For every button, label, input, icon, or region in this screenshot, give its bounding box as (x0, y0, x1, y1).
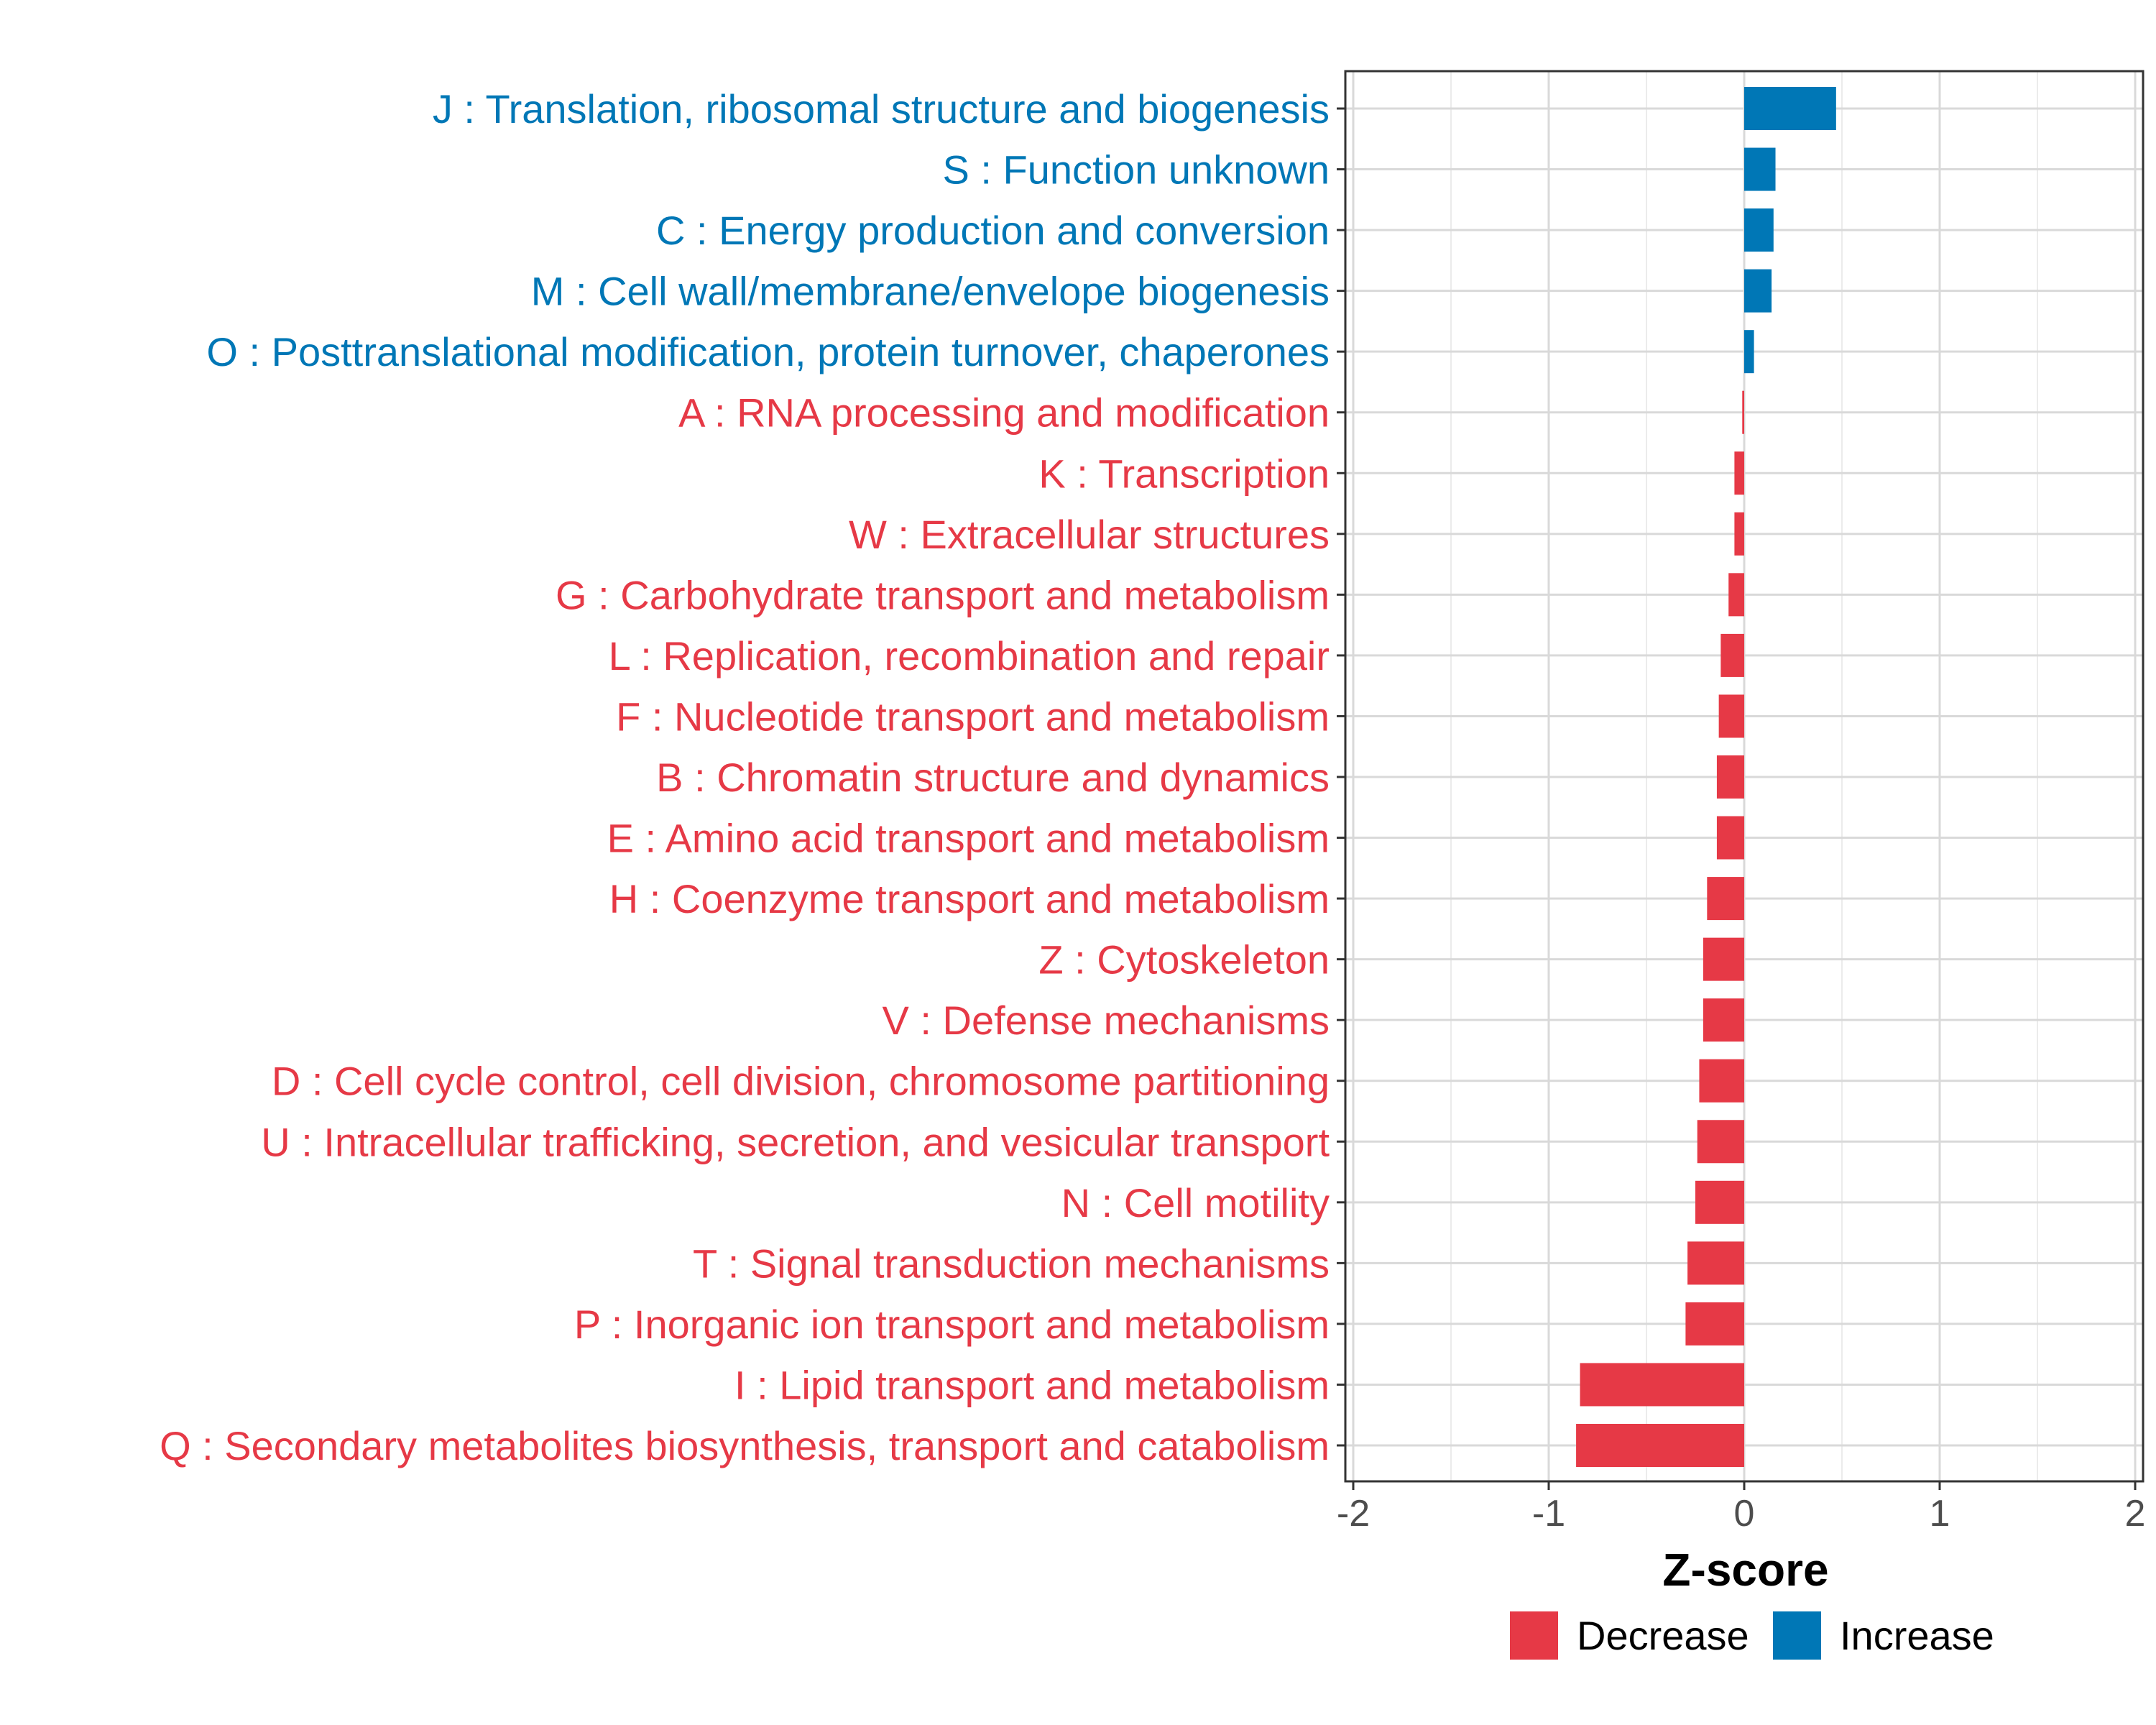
bar-decrease (1728, 573, 1744, 617)
bar-decrease (1742, 390, 1744, 434)
bar-decrease (1734, 512, 1744, 556)
bar-increase (1744, 208, 1774, 252)
bar-decrease (1707, 877, 1744, 921)
legend-label-decrease: Decrease (1577, 1613, 1749, 1658)
bar-decrease (1695, 1180, 1744, 1224)
bar-increase (1744, 330, 1754, 374)
y-axis-category-labels: J : Translation, ribosomal structure and… (160, 86, 1330, 1468)
bar-decrease (1718, 694, 1744, 738)
bar-increase (1744, 147, 1776, 191)
category-label: C : Energy production and conversion (656, 208, 1330, 253)
category-label: K : Transcription (1038, 451, 1330, 496)
category-label: M : Cell wall/membrane/envelope biogenes… (531, 269, 1330, 314)
bar-decrease (1716, 755, 1744, 799)
bar-decrease (1720, 633, 1744, 677)
category-label: D : Cell cycle control, cell division, c… (272, 1059, 1330, 1104)
legend-swatch-decrease (1510, 1611, 1558, 1660)
bar-decrease (1734, 451, 1744, 495)
category-label: A : RNA processing and modification (678, 390, 1330, 436)
y-axis-ticks (1337, 107, 1345, 1447)
category-label: V : Defense mechanisms (883, 998, 1330, 1043)
category-label: Z : Cytoskeleton (1038, 937, 1330, 983)
legend-swatch-increase (1773, 1611, 1821, 1660)
category-label: L : Replication, recombination and repai… (609, 633, 1330, 678)
bar-decrease (1685, 1302, 1744, 1346)
x-axis-title: Z-score (1662, 1544, 1828, 1596)
category-label: S : Function unknown (942, 147, 1330, 193)
bar-decrease (1699, 1059, 1744, 1103)
bars (1576, 87, 1836, 1467)
x-tick-label: -2 (1337, 1493, 1370, 1535)
legend: Decrease Increase (1510, 1611, 1994, 1660)
legend-label-increase: Increase (1840, 1613, 1994, 1658)
category-label: N : Cell motility (1061, 1180, 1330, 1225)
category-label: O : Posttranslational modification, prot… (206, 329, 1330, 374)
bar-increase (1744, 87, 1836, 130)
bar-increase (1744, 269, 1772, 313)
bar-decrease (1576, 1424, 1744, 1467)
x-tick-label: -1 (1532, 1493, 1565, 1535)
category-label: T : Signal transduction mechanisms (693, 1241, 1330, 1286)
category-label: I : Lipid transport and metabolism (734, 1362, 1330, 1407)
category-label: W : Extracellular structures (849, 512, 1330, 557)
bar-decrease (1580, 1363, 1744, 1407)
category-label: B : Chromatin structure and dynamics (656, 755, 1330, 800)
category-label: H : Coenzyme transport and metabolism (609, 876, 1330, 921)
x-tick-label: 2 (2125, 1493, 2146, 1535)
bar-decrease (1716, 816, 1744, 860)
category-label: E : Amino acid transport and metabolism (607, 816, 1330, 861)
bar-decrease (1703, 937, 1744, 981)
bar-decrease (1697, 1120, 1744, 1164)
bar-decrease (1687, 1241, 1744, 1285)
category-label: U : Intracellular trafficking, secretion… (261, 1119, 1330, 1164)
bar-decrease (1703, 998, 1744, 1042)
category-label: Q : Secondary metabolites biosynthesis, … (160, 1423, 1330, 1468)
x-tick-label: 0 (1734, 1493, 1755, 1535)
x-tick-label: 1 (1930, 1493, 1950, 1535)
category-label: F : Nucleotide transport and metabolism (616, 694, 1330, 739)
x-axis-ticks: -2 -1 0 1 2 (1337, 1481, 2146, 1535)
category-label: G : Carbohydrate transport and metabolis… (556, 572, 1330, 617)
category-label: J : Translation, ribosomal structure and… (433, 86, 1330, 132)
category-label: P : Inorganic ion transport and metaboli… (574, 1302, 1330, 1347)
